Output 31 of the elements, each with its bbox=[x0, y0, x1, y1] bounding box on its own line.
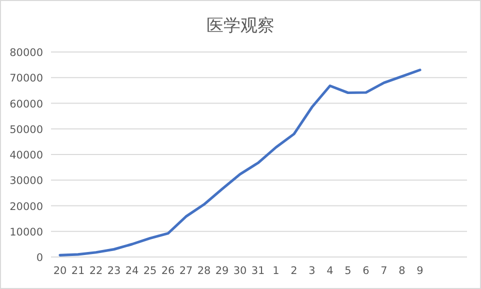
x-tick-label: 29 bbox=[215, 265, 229, 277]
x-tick-label: 4 bbox=[326, 265, 334, 277]
x-tick-label: 25 bbox=[143, 265, 157, 277]
y-tick-label: 60000 bbox=[10, 98, 43, 110]
x-tick-label: 21 bbox=[71, 265, 85, 277]
chart-title: 医学观察 bbox=[206, 16, 274, 36]
x-tick-label: 27 bbox=[179, 265, 193, 277]
y-tick-label: 10000 bbox=[10, 226, 43, 238]
x-tick-label: 24 bbox=[125, 265, 139, 277]
y-tick-label: 70000 bbox=[10, 72, 43, 85]
x-tick-label: 22 bbox=[89, 265, 103, 277]
x-tick-label: 20 bbox=[53, 265, 67, 277]
y-tick-label: 40000 bbox=[10, 150, 43, 162]
y-tick-label: 0 bbox=[36, 252, 43, 264]
x-tick-label: 26 bbox=[161, 265, 175, 277]
x-tick-label: 23 bbox=[107, 265, 121, 277]
y-tick-label: 30000 bbox=[10, 175, 43, 188]
x-tick-label: 31 bbox=[251, 265, 265, 277]
x-tick-label: 9 bbox=[416, 265, 424, 277]
y-tick-label: 50000 bbox=[10, 124, 43, 136]
y-tick-label: 80000 bbox=[10, 47, 43, 59]
x-tick-label: 28 bbox=[197, 265, 211, 277]
x-tick-label: 7 bbox=[380, 265, 388, 277]
y-tick-label: 20000 bbox=[10, 200, 43, 213]
x-tick-label: 8 bbox=[398, 265, 406, 277]
x-tick-label: 3 bbox=[308, 265, 316, 277]
x-tick-label: 1 bbox=[272, 265, 280, 277]
x-tick-label: 2 bbox=[290, 265, 298, 277]
x-tick-label: 6 bbox=[362, 265, 370, 277]
x-tick-label: 5 bbox=[344, 265, 352, 277]
x-tick-label: 30 bbox=[233, 265, 247, 277]
